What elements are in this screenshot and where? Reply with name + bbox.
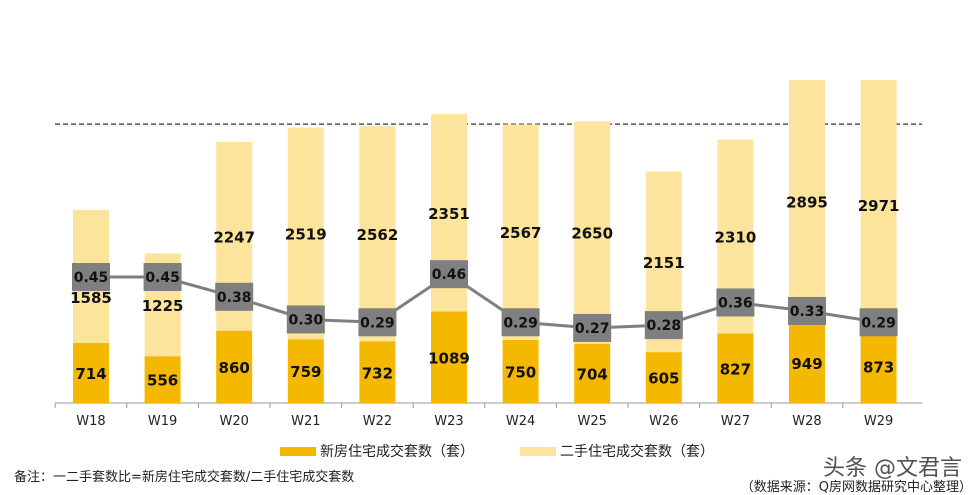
x-tick-label: W29 [864,414,893,429]
ratio-marker [215,282,254,311]
bar-second-hand [789,80,825,324]
data-label-new: 605 [648,370,679,388]
bar-new-house [287,339,324,403]
ratio-marker [644,311,683,340]
data-label-new: 873 [863,358,894,376]
ratio-label: 0.46 [432,267,467,283]
x-tick-label: W28 [792,414,821,429]
legend-item-second: 二手住宅成交套数（套） [520,441,714,461]
legend-item-new: 新房住宅成交套数（套） [280,441,474,461]
legend-swatch-second [520,446,556,456]
data-label-new: 827 [720,360,751,378]
ratio-marker [358,308,397,337]
bar-second-hand [574,121,611,344]
data-label-new: 714 [75,365,106,383]
data-label-second: 2971 [858,197,900,215]
x-tick-label: W23 [434,414,463,429]
data-label-second: 2151 [643,254,685,272]
data-label-new: 759 [290,363,321,381]
bar-new-house [574,343,611,403]
footnote: 备注：一二手套数比=新房住宅成交套数/二手住宅成交套数 [14,470,355,485]
data-label-new: 556 [147,372,178,390]
data-label-second: 1585 [70,289,112,307]
x-tick-label: W27 [721,414,750,429]
bar-second-hand [502,124,539,340]
bar-new-house [73,343,109,403]
bar-new-house [717,333,754,403]
ratio-label: 0.33 [790,304,825,320]
data-label-second: 2519 [285,225,327,243]
ratio-marker [501,308,540,337]
legend-swatch-new [280,446,316,456]
data-label-new: 750 [505,364,536,382]
ratio-label: 0.45 [74,270,109,286]
ratio-label: 0.29 [861,315,896,331]
x-tick-label: W26 [649,414,678,429]
bar-second-hand [860,80,897,330]
ratio-label: 0.38 [217,290,252,306]
ratio-marker [573,313,612,342]
watermark: 头条 @文君言 [823,456,962,481]
bar-second-hand [359,126,396,342]
ratio-marker [859,308,898,337]
x-tick-label: W25 [577,414,606,429]
ratio-label: 0.45 [145,270,180,286]
x-tick-label: W18 [76,414,105,429]
data-label-second: 2650 [571,225,613,243]
x-tick-label: W21 [291,414,320,429]
data-label-second: 2310 [715,229,757,247]
x-tick-label: W24 [506,414,535,429]
data-label-new: 860 [219,359,250,377]
bar-new-house [144,356,181,403]
bar-second-hand [287,127,324,340]
data-label-second: 1225 [142,297,184,315]
ratio-marker [788,296,826,325]
x-tick-label: W20 [219,414,248,429]
ratio-label: 0.36 [718,295,753,311]
ratio-label: 0.29 [360,315,395,331]
ratio-marker [716,288,755,317]
bar-new-house [359,341,396,403]
bar-new-house [789,323,825,403]
bar-new-house [860,329,897,403]
x-tick-label: W22 [363,414,392,429]
x-tick-label: W19 [148,414,177,429]
bar-new-house [431,311,467,403]
data-label-second: 2247 [213,228,255,246]
ratio-line [91,272,879,330]
data-label-second: 2351 [428,205,470,223]
ratio-label: 0.29 [503,315,538,331]
data-label-second: 2895 [786,194,828,212]
data-label-second: 2562 [357,226,399,244]
ratio-label: 0.28 [647,318,682,334]
data-label-new: 732 [362,364,393,382]
ratio-marker [286,305,325,334]
legend-label-second: 二手住宅成交套数（套） [560,444,714,460]
bar-new-house [216,330,253,403]
data-label-second: 2567 [500,224,542,242]
ratio-label: 0.30 [289,312,324,328]
data-label-new: 1089 [428,349,470,367]
data-label-new: 949 [791,355,822,373]
bar-new-house [645,352,682,403]
ratio-marker [72,263,110,291]
legend-label-new: 新房住宅成交套数（套） [320,444,474,460]
ratio-marker [143,263,182,291]
ratio-label: 0.27 [575,321,610,337]
data-label-new: 704 [577,365,608,383]
bar-new-house [502,340,539,403]
data-source: （数据来源：Q房网数据研究中心整理） [740,480,972,495]
ratio-marker [430,260,468,289]
